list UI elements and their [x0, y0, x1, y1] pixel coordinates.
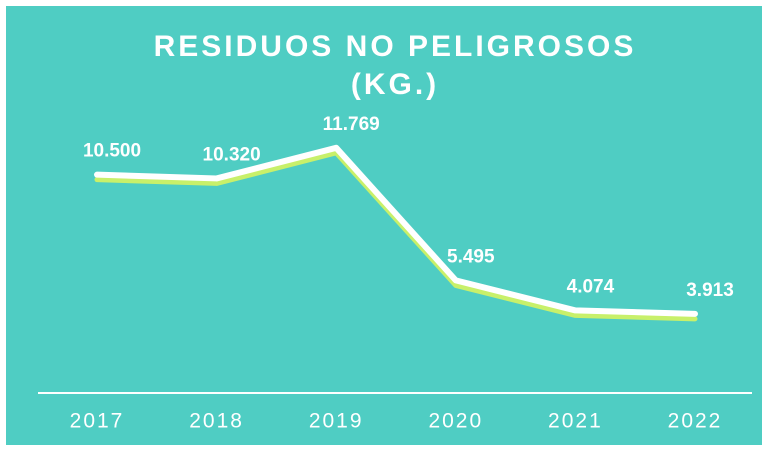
data-label: 11.769 — [323, 114, 380, 135]
chart-title: RESIDUOS NO PELIGROSOS — [154, 30, 637, 63]
x-tick-label: 2017 — [70, 410, 125, 433]
chart-title: (KG.) — [351, 68, 439, 101]
data-label: 4.074 — [567, 276, 615, 297]
x-tick-label: 2019 — [309, 410, 364, 433]
data-label: 10.500 — [83, 141, 141, 162]
x-tick-label: 2020 — [428, 410, 483, 433]
data-label: 3.913 — [686, 280, 734, 301]
data-label: 5.495 — [447, 246, 495, 267]
x-tick-label: 2022 — [668, 410, 723, 433]
line — [94, 144, 698, 317]
x-tick-label: 2021 — [548, 410, 603, 433]
data-label: 10.320 — [203, 144, 261, 165]
background — [6, 6, 762, 445]
x-tick-label: 2018 — [189, 410, 244, 433]
line-shadow — [94, 150, 698, 322]
